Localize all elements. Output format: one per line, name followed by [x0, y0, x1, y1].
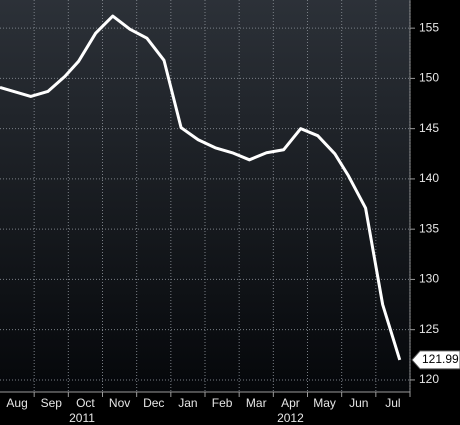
y-tick-label: 135	[419, 221, 439, 235]
last-value-label: 121.99	[422, 352, 459, 366]
x-tick-label: Oct	[76, 396, 95, 410]
x-tick-label: Apr	[281, 396, 300, 410]
y-tick-label: 150	[419, 71, 439, 85]
x-tick-label: Jan	[178, 396, 197, 410]
y-tick-label: 155	[419, 20, 439, 34]
year-label: 2011	[69, 411, 95, 425]
x-tick-label: Dec	[143, 396, 164, 410]
last-value-flag	[411, 350, 460, 370]
line-series	[0, 14, 402, 361]
x-tick-label: Sep	[41, 396, 63, 410]
x-tick-label: Jul	[385, 396, 400, 410]
x-tick-label: Nov	[109, 396, 130, 410]
year-label: 2012	[277, 411, 304, 425]
x-tick-label: Jun	[349, 396, 368, 410]
x-tick-label: Aug	[6, 396, 27, 410]
x-tick-label: Mar	[246, 396, 267, 410]
y-tick-label: 130	[419, 272, 439, 286]
y-tick-label: 125	[419, 322, 439, 336]
y-tick-label: 145	[419, 121, 439, 135]
x-tick-label: May	[313, 396, 336, 410]
y-tick-label: 120	[419, 372, 439, 386]
x-tick-label: Feb	[212, 396, 233, 410]
y-tick-label: 140	[419, 171, 439, 185]
